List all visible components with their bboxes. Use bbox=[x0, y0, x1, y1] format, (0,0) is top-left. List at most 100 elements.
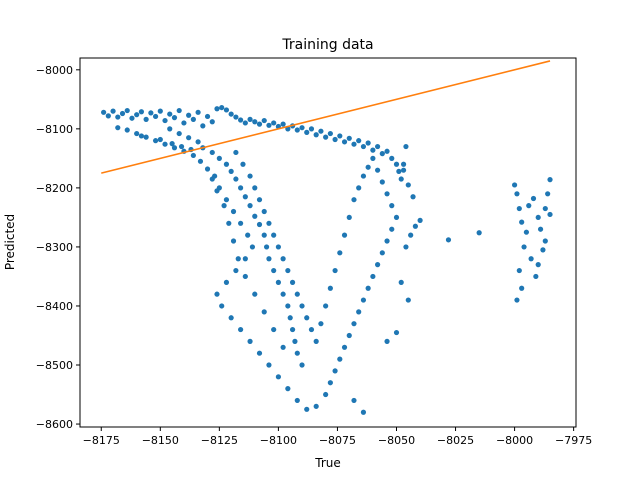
scatter-point bbox=[247, 116, 253, 122]
scatter-point bbox=[516, 267, 522, 274]
scatter-point bbox=[370, 155, 376, 161]
scatter-point bbox=[230, 208, 237, 215]
scatter-point bbox=[410, 194, 416, 200]
scatter-point bbox=[398, 176, 404, 182]
scatter-point bbox=[299, 125, 305, 131]
scatter-point bbox=[389, 226, 395, 232]
scatter-point bbox=[252, 291, 258, 297]
scatter-point bbox=[138, 133, 145, 139]
scatter-point bbox=[542, 205, 548, 212]
scatter-point bbox=[375, 143, 381, 150]
scatter-point bbox=[313, 403, 319, 409]
scatter-point bbox=[285, 267, 291, 274]
scatter-point bbox=[389, 155, 395, 161]
scatter-point bbox=[356, 138, 362, 144]
scatter-point bbox=[341, 232, 348, 238]
scatter-point bbox=[167, 111, 173, 117]
scatter-point bbox=[235, 256, 241, 262]
scatter-point bbox=[351, 197, 357, 203]
scatter-point bbox=[124, 127, 130, 133]
scatter-point bbox=[299, 303, 305, 309]
x-tick-label: −8050 bbox=[378, 434, 415, 447]
scatter-point bbox=[304, 129, 310, 135]
x-axis-ticks: −8175 −8150 −8125 −8100 −8075 −8050 −8025 −8000… bbox=[83, 427, 592, 447]
scatter-point bbox=[266, 256, 272, 262]
scatter-point bbox=[228, 111, 234, 117]
scatter-point bbox=[271, 120, 277, 126]
scatter-point bbox=[190, 116, 196, 122]
x-axis-label: True bbox=[314, 456, 341, 470]
scatter-point bbox=[245, 232, 251, 238]
scatter-point bbox=[545, 191, 551, 197]
scatter-point bbox=[261, 232, 267, 238]
scatter-point bbox=[115, 114, 121, 120]
scatter-point bbox=[167, 126, 173, 132]
scatter-point bbox=[256, 221, 263, 228]
scatter-point bbox=[313, 338, 319, 344]
x-tick-label: −8000 bbox=[496, 434, 533, 447]
scatter-point bbox=[412, 223, 418, 229]
scatter-point bbox=[256, 350, 263, 356]
scatter-point bbox=[186, 135, 192, 141]
scatter-point bbox=[389, 203, 395, 209]
y-axis-label: Predicted bbox=[3, 214, 17, 270]
scatter-point bbox=[375, 262, 381, 268]
scatter-point bbox=[519, 219, 525, 225]
scatter-point bbox=[148, 110, 154, 116]
scatter-point bbox=[408, 232, 414, 238]
scatter-point bbox=[266, 220, 272, 226]
y-tick-label: −8400 bbox=[36, 300, 73, 313]
scatter-point bbox=[152, 113, 159, 120]
scatter-point bbox=[360, 173, 367, 179]
scatter-point bbox=[252, 185, 258, 191]
scatter-point bbox=[337, 356, 343, 362]
scatter-point bbox=[271, 267, 277, 274]
scatter-point bbox=[157, 108, 163, 114]
scatter-point bbox=[219, 303, 225, 309]
scatter-point bbox=[280, 291, 286, 297]
scatter-point bbox=[327, 130, 333, 137]
y-tick-label: −8500 bbox=[36, 359, 73, 372]
scatter-point bbox=[393, 329, 400, 336]
scatter-point bbox=[263, 244, 270, 250]
scatter-point bbox=[233, 176, 239, 182]
scatter-point bbox=[266, 122, 272, 128]
scatter-point bbox=[138, 109, 145, 115]
scatter-point bbox=[280, 121, 286, 127]
scatter-point bbox=[209, 119, 215, 125]
scatter-point bbox=[313, 132, 319, 138]
scatter-point bbox=[400, 167, 407, 173]
scatter-point bbox=[341, 344, 348, 350]
scatter-point bbox=[162, 117, 168, 124]
scatter-point bbox=[249, 244, 256, 250]
scatter-point bbox=[393, 161, 400, 167]
scatter-point bbox=[228, 168, 234, 174]
scatter-point bbox=[280, 256, 286, 262]
scatter-point bbox=[285, 386, 291, 392]
scatter-point bbox=[171, 145, 178, 151]
scatter-point bbox=[233, 114, 239, 120]
scatter-point bbox=[197, 158, 204, 164]
scatter-point bbox=[216, 155, 222, 161]
scatter-point bbox=[332, 136, 338, 143]
scatter-point bbox=[176, 130, 182, 137]
scatter-point bbox=[242, 120, 248, 126]
y-tick-label: −8300 bbox=[36, 241, 73, 254]
scatter-point bbox=[247, 338, 253, 344]
scatter-point bbox=[370, 147, 376, 153]
scatter-point bbox=[535, 262, 541, 268]
scatter-point bbox=[115, 125, 121, 131]
scatter-point bbox=[238, 220, 244, 226]
scatter-point bbox=[526, 203, 532, 209]
scatter-point bbox=[285, 303, 291, 309]
scatter-point bbox=[223, 107, 230, 113]
scatter-point bbox=[171, 115, 178, 121]
scatter-point bbox=[379, 151, 385, 157]
scatter-point bbox=[157, 136, 163, 143]
scatter-point bbox=[294, 291, 300, 297]
scatter-point bbox=[280, 344, 286, 350]
scatter-point bbox=[233, 149, 239, 156]
scatter-point bbox=[209, 149, 215, 156]
scatter-point bbox=[323, 391, 329, 398]
